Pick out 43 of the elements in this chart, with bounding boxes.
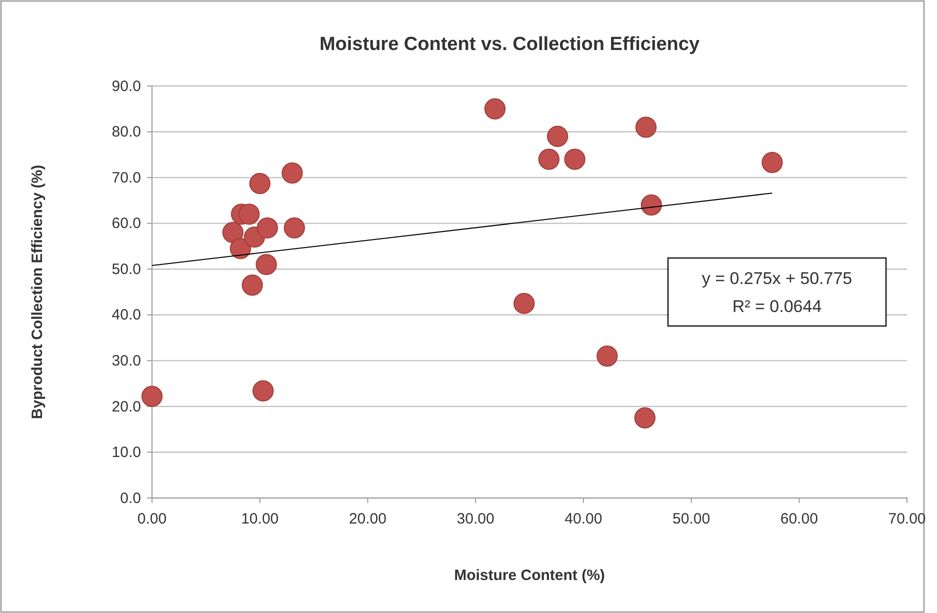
y-tick-label: 40.0 bbox=[112, 306, 141, 324]
x-tick-label: 10.00 bbox=[241, 510, 279, 528]
point bbox=[252, 380, 274, 402]
point bbox=[546, 126, 568, 147]
point bbox=[640, 194, 662, 216]
x-tick-label: 50.00 bbox=[672, 510, 710, 528]
y-tick-label: 80.0 bbox=[112, 124, 141, 141]
point bbox=[484, 98, 506, 120]
point bbox=[242, 274, 263, 296]
point bbox=[249, 172, 270, 194]
x-tick-label: 20.00 bbox=[348, 510, 386, 528]
annotation: R² = 0.0644 bbox=[732, 297, 822, 316]
x-tick-label: 40.00 bbox=[564, 510, 602, 528]
chart-title: Moisture Content vs. Collection Efficiency bbox=[319, 34, 700, 55]
y-tick-label: 60.0 bbox=[112, 215, 141, 232]
point bbox=[564, 148, 586, 170]
y-tick-label: 0.0 bbox=[120, 490, 141, 507]
point bbox=[762, 152, 783, 174]
annotation: y = 0.275x + 50.775 bbox=[702, 269, 852, 288]
y-tick-label: 50.0 bbox=[112, 260, 141, 278]
y-tick-label: 10.0 bbox=[112, 444, 141, 462]
point bbox=[256, 217, 278, 238]
x-axis-title: Moisture Content (%) bbox=[454, 567, 605, 584]
x-tick-label: 30.00 bbox=[456, 510, 494, 528]
y-axis-title: Byproduct Collection Efficiency (%) bbox=[29, 164, 46, 420]
y-tick-label: 70.0 bbox=[112, 169, 141, 186]
y-tick-label: 20.0 bbox=[112, 398, 141, 416]
point bbox=[538, 148, 560, 170]
point bbox=[634, 407, 656, 428]
x-tick-label: 70.00 bbox=[888, 510, 926, 528]
point bbox=[282, 162, 303, 184]
point bbox=[256, 254, 277, 276]
point bbox=[514, 292, 535, 314]
y-tick-label: 30.0 bbox=[112, 352, 141, 370]
point bbox=[596, 346, 618, 367]
point bbox=[284, 217, 305, 238]
point bbox=[635, 116, 657, 138]
point bbox=[222, 222, 244, 244]
point bbox=[141, 386, 163, 407]
x-tick-label: 0.00 bbox=[137, 510, 167, 528]
point bbox=[238, 204, 260, 225]
x-tick-label: 60.00 bbox=[780, 510, 818, 528]
y-tick-label: 90.0 bbox=[112, 78, 141, 95]
